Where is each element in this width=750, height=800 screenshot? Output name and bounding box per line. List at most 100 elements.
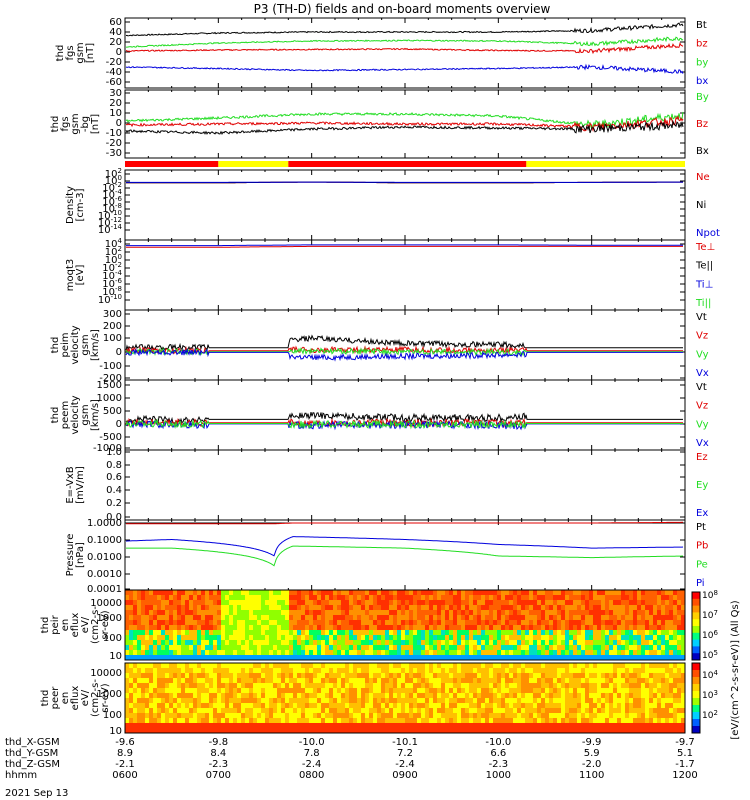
spectrogram-cell bbox=[441, 610, 446, 616]
spectrogram-cell bbox=[489, 663, 494, 669]
spectrogram-cell bbox=[285, 673, 290, 679]
spectrogram-cell bbox=[413, 635, 418, 641]
legend-entry: bx bbox=[696, 76, 708, 87]
spectrogram-cell bbox=[569, 635, 574, 641]
spectrogram-cell bbox=[241, 640, 246, 646]
spectrogram-cell bbox=[525, 610, 530, 616]
spectrogram-cell bbox=[185, 698, 190, 704]
spectrogram-cell bbox=[485, 595, 490, 601]
spectrogram-cell bbox=[209, 655, 214, 661]
spectrogram-cell bbox=[201, 718, 206, 724]
spectrogram-cell bbox=[541, 663, 546, 669]
spectrogram-cell bbox=[337, 688, 342, 694]
spectrogram-cell bbox=[533, 723, 538, 729]
spectrogram-cell bbox=[469, 678, 474, 684]
spectrogram-cell bbox=[565, 678, 570, 684]
spectrogram-cell bbox=[469, 708, 474, 714]
spectrogram-cell bbox=[401, 625, 406, 631]
legend-entry: Vy bbox=[696, 349, 709, 360]
spectrogram-cell bbox=[457, 703, 462, 709]
spectrogram-cell bbox=[477, 713, 482, 719]
spectrogram-cell bbox=[641, 688, 646, 694]
spectrogram-cell bbox=[333, 600, 338, 606]
spectrogram-cell bbox=[221, 718, 226, 724]
spectrogram-cell bbox=[645, 620, 650, 626]
spectrogram-cell bbox=[309, 640, 314, 646]
spectrogram-cell bbox=[301, 615, 306, 621]
spectrogram-cell bbox=[633, 630, 638, 636]
spectrogram-cell bbox=[469, 595, 474, 601]
spectrogram-cell bbox=[541, 590, 546, 596]
spectrogram-cell bbox=[281, 683, 286, 689]
spectrogram-cell bbox=[585, 650, 590, 656]
spectrogram-cell bbox=[257, 595, 262, 601]
spectrogram-cell bbox=[569, 718, 574, 724]
spectrogram-cell bbox=[573, 630, 578, 636]
spectrogram-cell bbox=[189, 663, 194, 669]
spectrogram-cell bbox=[285, 668, 290, 674]
spectrogram-cell bbox=[453, 635, 458, 641]
spectrogram-cell bbox=[445, 683, 450, 689]
spectrogram-cell bbox=[373, 673, 378, 679]
spectrogram-cell bbox=[297, 635, 302, 641]
spectrogram-cell bbox=[217, 635, 222, 641]
spectrogram-cell bbox=[629, 703, 634, 709]
spectrogram-cell bbox=[613, 625, 618, 631]
spectrogram-cell bbox=[165, 610, 170, 616]
spectrogram-cell bbox=[473, 688, 478, 694]
spectrogram-cell bbox=[133, 645, 138, 651]
spectrogram-cell bbox=[161, 683, 166, 689]
spectrogram-cell bbox=[269, 713, 274, 719]
spectrogram-cell bbox=[681, 728, 686, 734]
spectrogram-cell bbox=[409, 698, 414, 704]
spectrogram-cell bbox=[537, 693, 542, 699]
spectrogram-cell bbox=[341, 663, 346, 669]
spectrogram-cell bbox=[357, 673, 362, 679]
y-tick-label: -20 bbox=[106, 138, 122, 149]
spectrogram-cell bbox=[125, 663, 130, 669]
spectrogram-cell bbox=[265, 595, 270, 601]
spectrogram-cell bbox=[209, 635, 214, 641]
spectrogram-cell bbox=[409, 595, 414, 601]
spectrogram-cell bbox=[329, 615, 334, 621]
spectrogram-cell bbox=[377, 673, 382, 679]
spectrogram-cell bbox=[233, 688, 238, 694]
spectrogram-cell bbox=[593, 718, 598, 724]
spectrogram-cell bbox=[293, 630, 298, 636]
y-tick-label: 0 bbox=[116, 118, 122, 129]
spectrogram-cell bbox=[305, 688, 310, 694]
spectrogram-cell bbox=[641, 605, 646, 611]
spectrogram-cell bbox=[417, 635, 422, 641]
colorbar-tick-label: 105 bbox=[702, 649, 718, 661]
spectrogram-cell bbox=[453, 723, 458, 729]
spectrogram-cell bbox=[485, 718, 490, 724]
spectrogram-cell bbox=[329, 650, 334, 656]
spectrogram-cell bbox=[473, 630, 478, 636]
spectrogram-cell bbox=[649, 655, 654, 661]
spectrogram-cell bbox=[537, 708, 542, 714]
spectrogram-cell bbox=[629, 600, 634, 606]
spectrogram-cell bbox=[497, 673, 502, 679]
spectrogram-cell bbox=[493, 610, 498, 616]
spectrogram-cell bbox=[169, 650, 174, 656]
spectrogram-cell bbox=[189, 610, 194, 616]
spectrogram-cell bbox=[421, 595, 426, 601]
spectrogram-cell bbox=[605, 708, 610, 714]
spectrogram-cell bbox=[237, 645, 242, 651]
spectrogram-cell bbox=[209, 625, 214, 631]
spectrogram-cell bbox=[457, 668, 462, 674]
spectrogram-cell bbox=[405, 590, 410, 596]
spectrogram-cell bbox=[657, 650, 662, 656]
spectrogram-cell bbox=[177, 635, 182, 641]
spectrogram-cell bbox=[613, 698, 618, 704]
spectrogram-cell bbox=[233, 610, 238, 616]
spectrogram-cell bbox=[477, 678, 482, 684]
spectrogram-cell bbox=[473, 698, 478, 704]
spectrogram-cell bbox=[425, 698, 430, 704]
spectrogram-cell bbox=[657, 645, 662, 651]
spectrogram-cell bbox=[161, 635, 166, 641]
spectrogram-cell bbox=[293, 683, 298, 689]
spectrogram-cell bbox=[369, 625, 374, 631]
spectrogram-cell bbox=[225, 640, 230, 646]
spectrogram-cell bbox=[485, 615, 490, 621]
